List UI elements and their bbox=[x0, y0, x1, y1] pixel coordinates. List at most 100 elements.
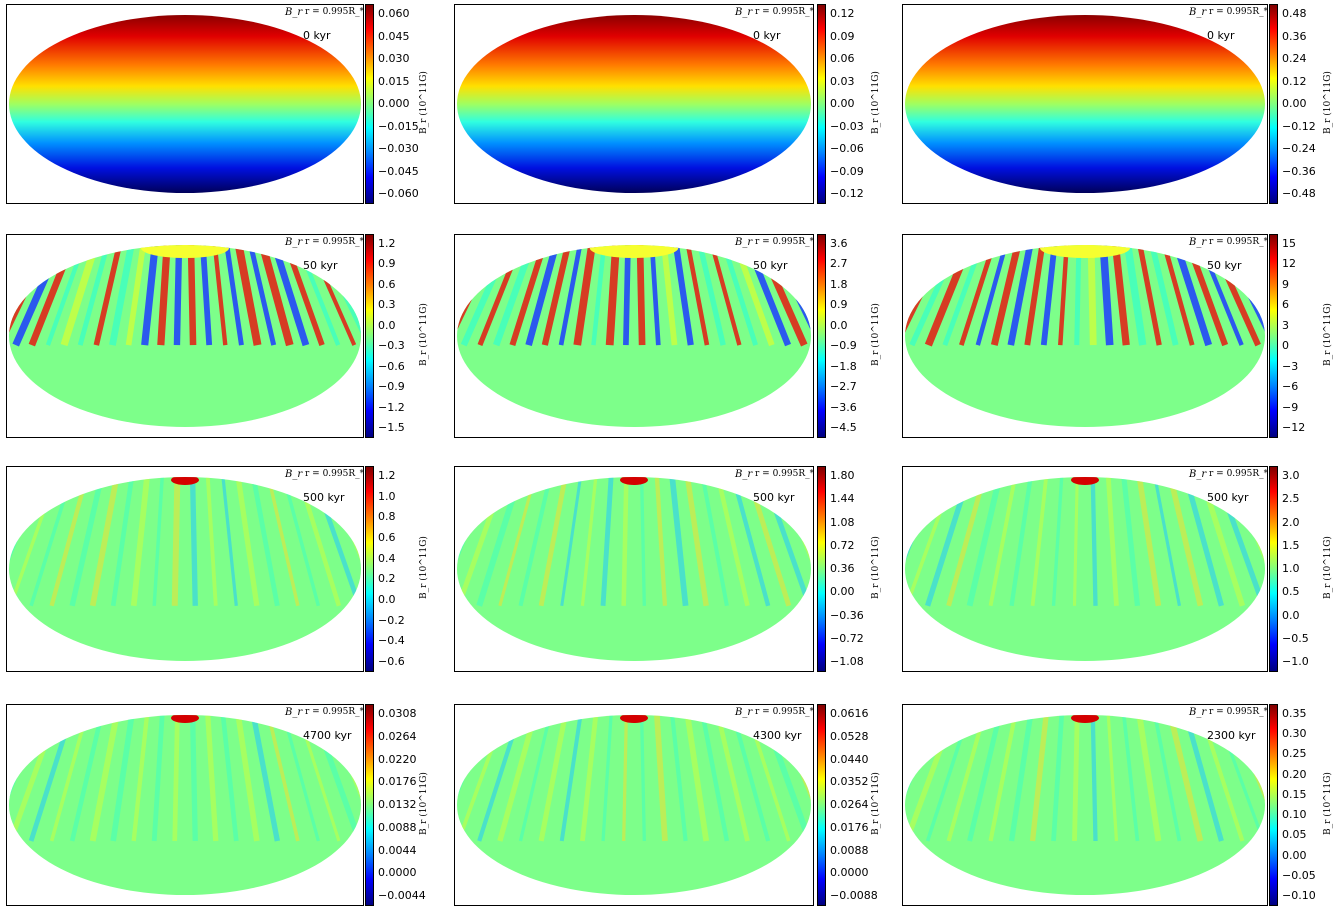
colorbar-tick-label: −2.7 bbox=[830, 380, 857, 394]
colorbar-tick-label: 0.12 bbox=[830, 7, 855, 20]
colorbar-tick-label: 0.9 bbox=[378, 257, 396, 271]
colorbar-tick-label: 0.2 bbox=[378, 572, 396, 586]
colorbar-tick-label: 0.8 bbox=[378, 510, 396, 524]
colorbar-tick-label: 0.35 bbox=[1282, 707, 1307, 720]
colorbar-tick-label: 0.0 bbox=[830, 318, 848, 332]
colorbar-tick-label: −1.8 bbox=[830, 359, 857, 373]
field-label: B_r bbox=[735, 237, 753, 248]
colorbar-tick-label: 2.0 bbox=[1282, 515, 1300, 529]
colorbar-tick-label: −1.2 bbox=[378, 400, 405, 414]
colorbar-tick-label: 0.25 bbox=[1282, 747, 1307, 761]
colorbar-tick-label: −0.6 bbox=[378, 655, 405, 668]
colorbar-tick-label: 0.30 bbox=[1282, 727, 1307, 741]
colorbar-label: B_r (10^11G) bbox=[1323, 71, 1333, 134]
colorbar-label: B_r (10^11G) bbox=[871, 303, 881, 366]
colorbar-tick-label: 1.2 bbox=[378, 237, 396, 250]
map-frame: B_r r = 0.995R_* 0 kyr bbox=[6, 4, 364, 204]
radius-label: r = 0.995R_* bbox=[755, 469, 815, 479]
colorbar-tick-label: 0.9 bbox=[830, 298, 848, 312]
mollweide-map bbox=[905, 245, 1265, 427]
colorbar-tick-label: −0.03 bbox=[830, 119, 864, 133]
colorbar-tick-label: −0.12 bbox=[830, 187, 864, 200]
colorbar-tick-label: 0.0176 bbox=[830, 820, 869, 834]
time-label: 50 kyr bbox=[753, 259, 788, 272]
colorbar-tick-label: 0.15 bbox=[1282, 787, 1307, 801]
colorbar-tick-label: −9 bbox=[1282, 400, 1299, 414]
colorbar bbox=[365, 234, 374, 438]
radius-label: r = 0.995R_* bbox=[755, 237, 815, 247]
colorbar-tick-label: 0.05 bbox=[1282, 828, 1307, 842]
colorbar-tick-label: 0.00 bbox=[830, 585, 855, 599]
colorbar-tick-label: 1.0 bbox=[378, 489, 396, 503]
colorbar-tick-label: 0.20 bbox=[1282, 767, 1307, 781]
map-frame: B_r r = 0.995R_* 500 kyr bbox=[454, 466, 814, 672]
map-frame: B_r r = 0.995R_* 0 kyr bbox=[902, 4, 1268, 204]
colorbar-tick-label: 3 bbox=[1282, 318, 1289, 332]
mollweide-map bbox=[457, 477, 811, 661]
colorbar-tick-label: 0.0528 bbox=[830, 729, 869, 743]
colorbar-tick-label: 0.0352 bbox=[830, 775, 869, 789]
colorbar-tick-label: −0.10 bbox=[1282, 889, 1316, 902]
time-label: 2300 kyr bbox=[1207, 729, 1256, 742]
colorbar-label: B_r (10^11G) bbox=[1323, 303, 1333, 366]
colorbar-tick-label: 0.12 bbox=[1282, 74, 1307, 88]
colorbar-tick-label: 0.06 bbox=[830, 52, 855, 65]
field-label: B_r bbox=[285, 469, 303, 480]
colorbar-tick-label: 0.030 bbox=[378, 52, 410, 65]
time-label: 0 kyr bbox=[303, 29, 331, 42]
colorbar-label: B_r (10^11G) bbox=[419, 71, 429, 134]
mollweide-map bbox=[905, 715, 1265, 895]
field-label: B_r bbox=[1189, 707, 1207, 718]
colorbar-tick-label: 0.060 bbox=[378, 7, 410, 20]
colorbar-tick-label: 0.0 bbox=[1282, 608, 1300, 622]
time-label: 500 kyr bbox=[753, 491, 795, 504]
colorbar-tick-label: −0.030 bbox=[378, 142, 419, 155]
colorbar-tick-label: −0.6 bbox=[378, 359, 405, 373]
colorbar-tick-label: 1.80 bbox=[830, 469, 855, 482]
colorbar-tick-label: 0.0 bbox=[378, 318, 396, 332]
colorbar-tick-label: −0.36 bbox=[1282, 164, 1316, 178]
mollweide-map bbox=[457, 245, 811, 427]
colorbar-tick-label: 1.8 bbox=[830, 277, 848, 291]
colorbar-tick-label: 3.0 bbox=[1282, 469, 1300, 482]
mollweide-map bbox=[9, 715, 361, 895]
colorbar-label: B_r (10^11G) bbox=[871, 536, 881, 599]
field-label: B_r bbox=[285, 7, 303, 18]
colorbar-tick-label: 0.36 bbox=[830, 562, 855, 575]
colorbar-tick-label: 0.000 bbox=[378, 97, 410, 110]
map-frame: B_r r = 0.995R_* 500 kyr bbox=[902, 466, 1268, 672]
map-frame: B_r r = 0.995R_* 50 kyr bbox=[454, 234, 814, 438]
field-label: B_r bbox=[735, 469, 753, 480]
radius-label: r = 0.995R_* bbox=[755, 707, 815, 717]
colorbar-tick-label: 0.03 bbox=[830, 74, 855, 88]
colorbar-tick-label: 1.2 bbox=[378, 469, 396, 482]
radius-label: r = 0.995R_* bbox=[305, 707, 365, 717]
colorbar-tick-label: 0.0132 bbox=[378, 798, 417, 811]
colorbar-tick-label: −0.5 bbox=[1282, 631, 1309, 645]
colorbar bbox=[817, 4, 826, 204]
colorbar-tick-label: 0.0616 bbox=[830, 707, 869, 720]
colorbar-tick-label: 2.5 bbox=[1282, 492, 1300, 506]
colorbar-tick-label: −4.5 bbox=[830, 421, 857, 434]
mollweide-map bbox=[905, 15, 1265, 193]
colorbar-tick-label: −0.4 bbox=[378, 634, 405, 648]
radius-label: r = 0.995R_* bbox=[305, 7, 365, 17]
colorbar-tick-label: −12 bbox=[1282, 421, 1306, 434]
colorbar-tick-label: 0.0 bbox=[378, 593, 396, 606]
colorbar-tick-label: 0.36 bbox=[1282, 29, 1307, 43]
map-frame: B_r r = 0.995R_* 4300 kyr bbox=[454, 704, 814, 906]
colorbar bbox=[1269, 704, 1278, 906]
colorbar-tick-label: −0.3 bbox=[378, 339, 405, 353]
map-frame: B_r r = 0.995R_* 50 kyr bbox=[902, 234, 1268, 438]
colorbar-tick-label: 0.4 bbox=[378, 551, 396, 565]
colorbar bbox=[1269, 234, 1278, 438]
colorbar-tick-label: 0.00 bbox=[1282, 97, 1307, 110]
colorbar-tick-label: 0.0176 bbox=[378, 775, 417, 789]
colorbar-label: B_r (10^11G) bbox=[419, 536, 429, 599]
field-label: B_r bbox=[285, 707, 303, 718]
field-label: B_r bbox=[735, 7, 753, 18]
colorbar-label: B_r (10^11G) bbox=[871, 71, 881, 134]
radius-label: r = 0.995R_* bbox=[1209, 237, 1269, 247]
colorbar-tick-label: −0.0088 bbox=[830, 889, 878, 902]
